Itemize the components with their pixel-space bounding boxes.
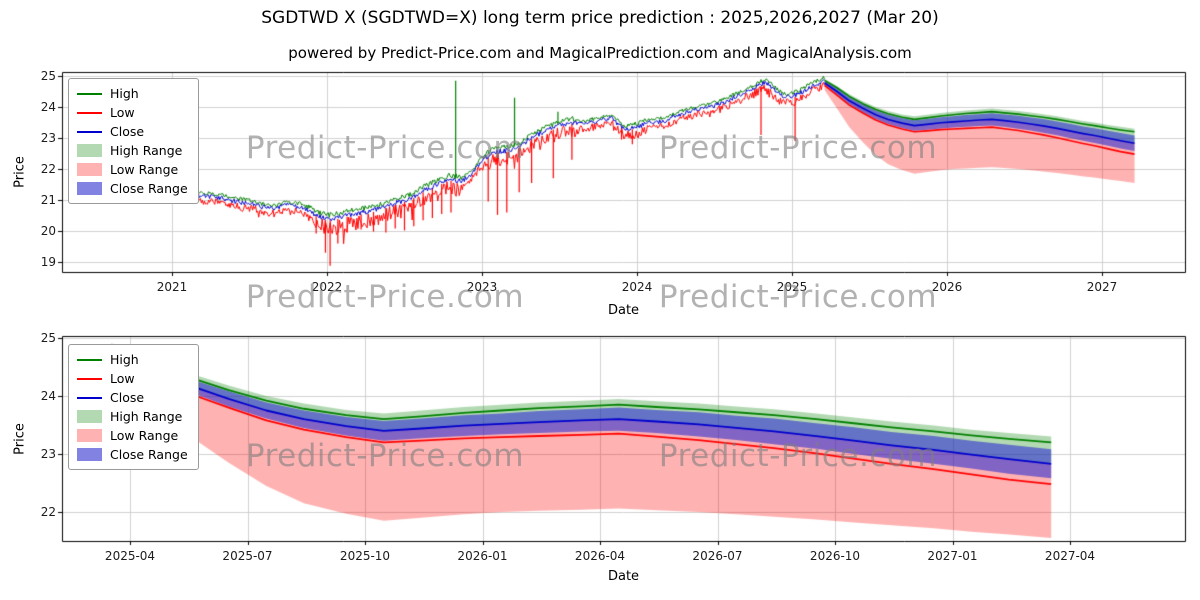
watermark-text: Predict-Price.com — [658, 279, 938, 315]
legend-label-high-range: High Range — [110, 143, 183, 158]
legend-label-close: Close — [110, 124, 145, 139]
watermark-text: Predict-Price.com — [245, 279, 525, 315]
y-tick-label: 25 — [40, 331, 56, 345]
y-tick-label: 24 — [40, 100, 56, 114]
y-tick-label: 21 — [40, 193, 56, 207]
y-tick-label: 19 — [40, 255, 56, 269]
low-range-patch-swatch — [77, 429, 102, 442]
y-axis-title: Price — [12, 422, 28, 455]
x-tick-label: 2024 — [621, 280, 653, 294]
legend-label-low: Low — [110, 371, 135, 386]
legend-item-low-range: Low Range — [77, 426, 188, 445]
y-tick-label: 23 — [40, 131, 56, 145]
x-axis-title: Date — [607, 569, 640, 584]
legend-label-high: High — [110, 86, 139, 101]
legend-top-chart: High Low Close High Range Low Range Clos… — [68, 78, 199, 204]
legend-label-close-range: Close Range — [110, 181, 188, 196]
x-tick-label: 2025 — [776, 280, 808, 294]
legend-label-high: High — [110, 352, 139, 367]
legend-item-high-range: High Range — [77, 407, 188, 426]
high-range-patch-swatch — [77, 144, 102, 157]
watermark-text: Predict-Price.com — [658, 130, 938, 166]
x-tick-label: 2027 — [1086, 280, 1118, 294]
legend-item-close-range: Close Range — [77, 179, 188, 198]
x-tick-label: 2022 — [311, 280, 343, 294]
legend-label-close-range: Close Range — [110, 447, 188, 462]
low-line-swatch — [77, 377, 102, 380]
watermark-text: Predict-Price.com — [245, 130, 525, 166]
close-range-patch-swatch — [77, 182, 102, 195]
legend-item-low: Low — [77, 103, 188, 122]
legend-label-low: Low — [110, 105, 135, 120]
y-tick-label: 20 — [40, 224, 56, 238]
x-tick-label: 2027-01 — [927, 549, 978, 563]
close-line-swatch — [77, 130, 102, 133]
x-tick-label: 2026-07 — [692, 549, 743, 563]
high-range-patch-swatch — [77, 410, 102, 423]
high-line-swatch — [77, 92, 102, 95]
x-axis-title: Date — [607, 303, 640, 318]
x-tick-label: 2027-04 — [1044, 549, 1096, 563]
y-tick-label: 22 — [40, 162, 56, 176]
legend-item-high: High — [77, 84, 188, 103]
legend-item-high: High — [77, 350, 188, 369]
legend-item-low-range: Low Range — [77, 160, 188, 179]
legend-item-low: Low — [77, 369, 188, 388]
y-tick-label: 24 — [40, 389, 56, 403]
legend-item-close-range: Close Range — [77, 445, 188, 464]
x-tick-label: 2026-01 — [457, 549, 508, 563]
legend-label-low-range: Low Range — [110, 162, 179, 177]
y-tick-label: 22 — [40, 505, 56, 519]
legend-item-close: Close — [77, 388, 188, 407]
x-tick-label: 2025-10 — [339, 549, 391, 563]
x-tick-label: 2025-07 — [222, 549, 273, 563]
legend-label-high-range: High Range — [110, 409, 183, 424]
low-range-patch-swatch — [77, 163, 102, 176]
legend-label-low-range: Low Range — [110, 428, 179, 443]
x-tick-label: 2026-04 — [574, 549, 626, 563]
x-tick-label: 2026 — [931, 280, 963, 294]
x-tick-label: 2025-04 — [104, 549, 156, 563]
close-line-swatch — [77, 396, 102, 399]
y-axis-title: Price — [12, 156, 28, 188]
close-range-patch-swatch — [77, 448, 102, 461]
x-tick-label: 2023 — [466, 280, 498, 294]
watermark-text: Predict-Price.com — [245, 438, 525, 474]
high-line-swatch — [77, 358, 102, 361]
x-tick-label: 2021 — [156, 280, 188, 294]
y-tick-label: 23 — [40, 447, 56, 461]
legend-label-close: Close — [110, 390, 145, 405]
legend-bottom-chart: High Low Close High Range Low Range Clos… — [68, 344, 199, 470]
low-line-swatch — [77, 111, 102, 114]
legend-item-high-range: High Range — [77, 141, 188, 160]
x-tick-label: 2026-10 — [809, 549, 861, 563]
legend-item-close: Close — [77, 122, 188, 141]
y-tick-label: 25 — [40, 69, 56, 83]
watermark-text: Predict-Price.com — [658, 438, 938, 474]
